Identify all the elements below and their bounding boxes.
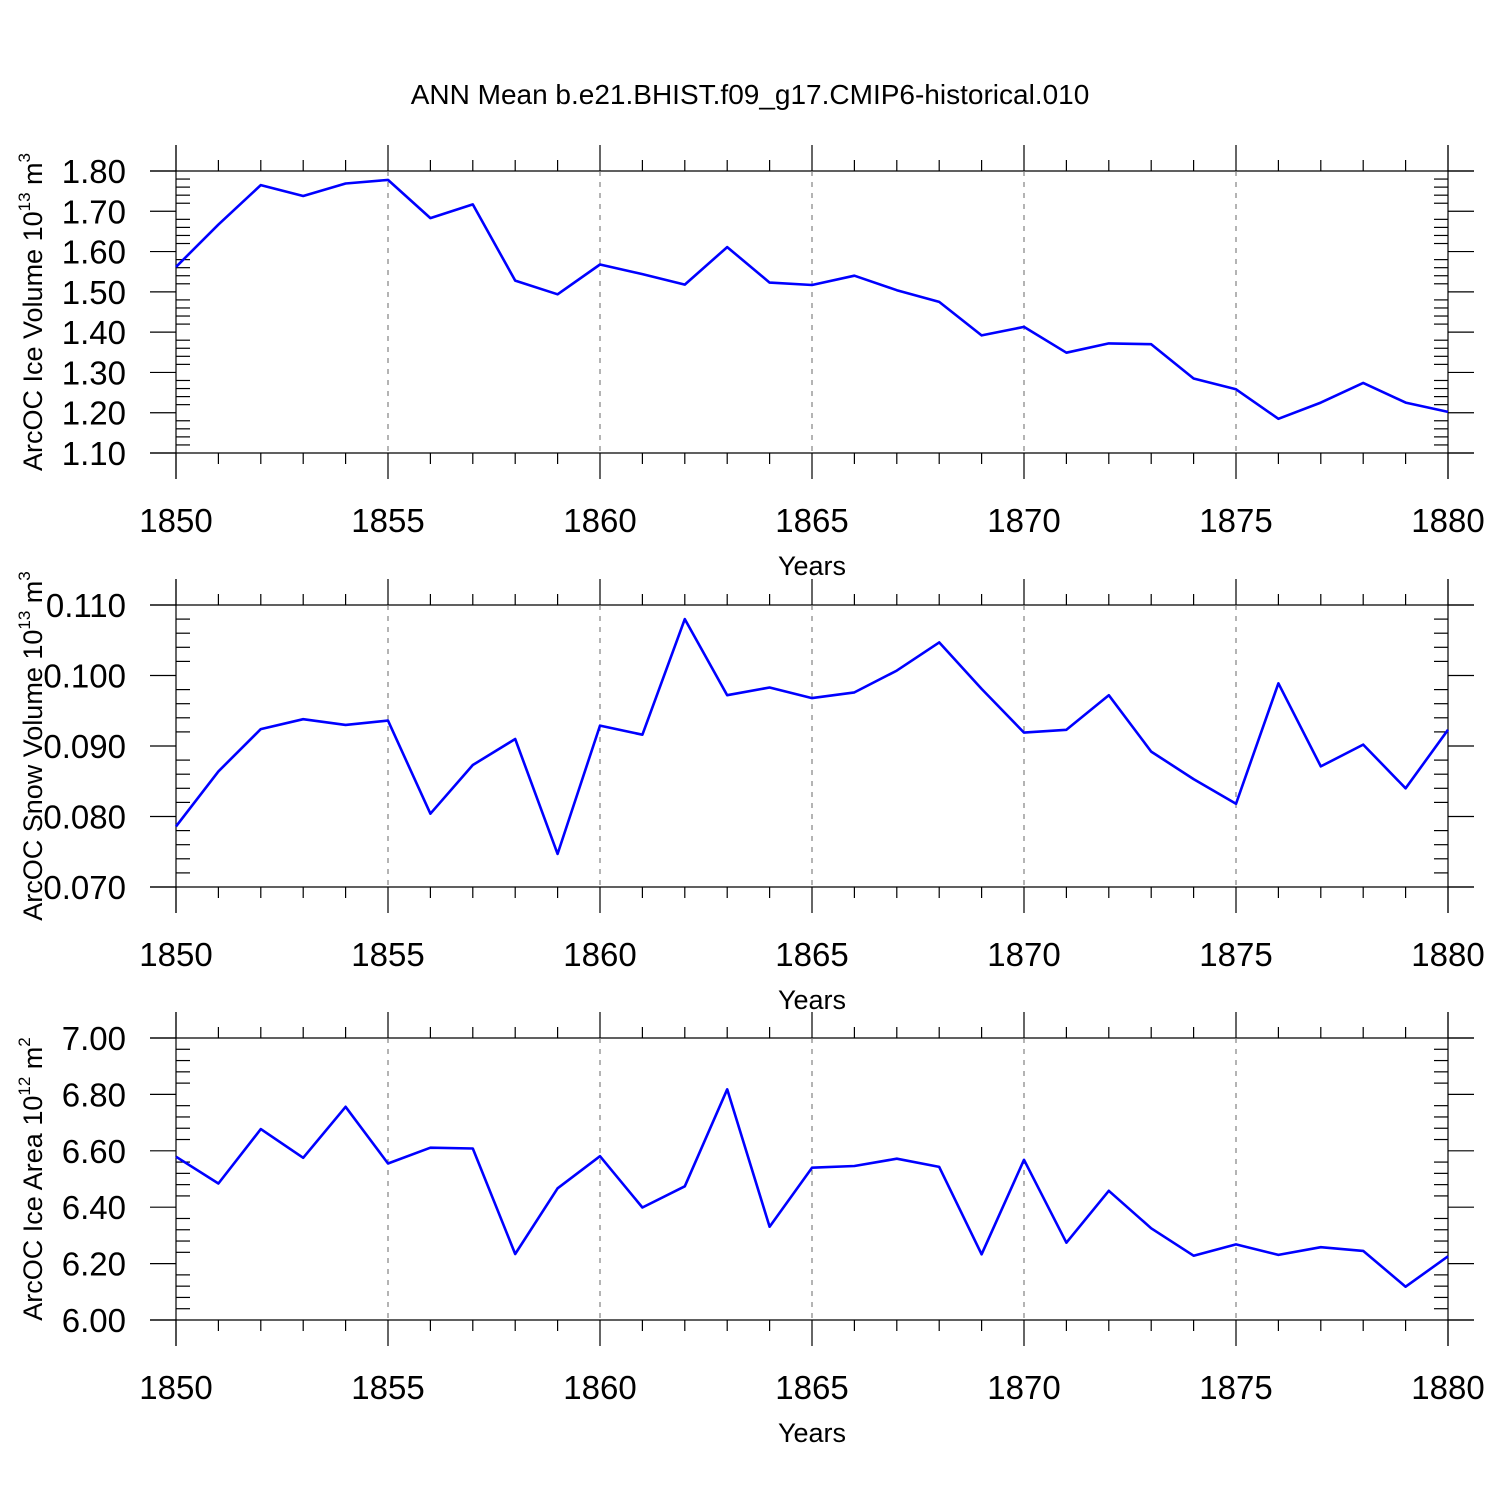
y-tick-label: 6.00 [62, 1302, 126, 1339]
y-axis-label-unit: m [18, 581, 48, 611]
y-axis-label: ArcOC Ice Area 1012 m2 [15, 1037, 48, 1321]
y-tick-label: 6.40 [62, 1189, 126, 1226]
x-tick-label: 1870 [987, 1369, 1060, 1406]
x-tick-label: 1880 [1411, 936, 1484, 973]
series-line [174, 617, 1450, 856]
x-tick-label: 1855 [351, 502, 424, 539]
x-tick-label: 1860 [563, 1369, 636, 1406]
y-axis-label-exp2: 2 [15, 1037, 34, 1046]
y-axis-label-unit: m [18, 162, 48, 192]
y-tick-label: 1.80 [62, 153, 126, 190]
y-tick-label: 6.60 [62, 1133, 126, 1170]
chart-panels: 1850 1855 1860 1865 1870 1875 1880 1.101.20 1.30… [15, 145, 1485, 1448]
y-axis-label-exp2: 3 [15, 571, 34, 580]
series-line [175, 178, 1449, 421]
y-tick-label: 1.60 [62, 234, 126, 271]
x-axis-label: Years [778, 1418, 846, 1448]
x-tick-label: 1855 [351, 936, 424, 973]
x-tick-label: 1875 [1199, 936, 1272, 973]
x-tick-label: 1850 [139, 502, 212, 539]
x-tick-label: 1870 [987, 502, 1060, 539]
y-tick-label: 0.100 [43, 658, 126, 695]
x-axis-label: Years [778, 985, 846, 1015]
y-axis-label-exp1: 12 [15, 1077, 34, 1096]
y-axis-label-exp2: 3 [15, 153, 34, 162]
y-tick-label: 1.70 [62, 193, 126, 230]
x-tick-label: 1850 [139, 1369, 212, 1406]
y-tick-label: 0.090 [43, 728, 126, 765]
y-axis-label-unit: m [18, 1047, 48, 1077]
y-tick-label: 0.110 [46, 587, 126, 624]
y-axis-label: ArcOC Snow Volume 1013 m3 [15, 571, 48, 921]
y-tick-label: 1.40 [62, 314, 126, 351]
y-axis-label-main: ArcOC Ice Area 10 [18, 1096, 48, 1321]
y-tick-label: 0.080 [43, 799, 126, 836]
x-tick-label: 1860 [563, 936, 636, 973]
x-tick-label: 1860 [563, 502, 636, 539]
y-tick-label: 1.10 [62, 435, 126, 472]
chart-panel-3: 1850 1855 1860 1865 1870 1875 1880 6.00 6.20 6.40… [15, 1012, 1485, 1448]
x-tick-label: 1865 [775, 936, 848, 973]
series-line [175, 1088, 1449, 1288]
y-axis-label-main: ArcOC Snow Volume 10 [18, 630, 48, 921]
x-tick-label: 1880 [1411, 502, 1484, 539]
y-tick-label: 6.80 [62, 1076, 126, 1113]
y-tick-label: 7.00 [62, 1020, 126, 1057]
x-tick-label: 1850 [139, 936, 212, 973]
chart-panel-1: 1850 1855 1860 1865 1870 1875 1880 1.101.20 1.30… [15, 145, 1485, 581]
x-tick-label: 1865 [775, 502, 848, 539]
y-axis-label-exp1: 13 [15, 192, 34, 211]
y-tick-label: 1.30 [62, 354, 126, 391]
y-axis-label-main: ArcOC Ice Volume 10 [18, 211, 48, 471]
x-tick-label: 1880 [1411, 1369, 1484, 1406]
y-axis-label: ArcOC Ice Volume 1013 m3 [15, 153, 48, 471]
y-tick-label: 1.50 [62, 274, 126, 311]
chart-panel-2: 1850 1855 1860 1865 1870 1875 1880 0.070 0.080 0.… [15, 571, 1485, 1015]
x-tick-label: 1870 [987, 936, 1060, 973]
x-tick-label: 1855 [351, 1369, 424, 1406]
y-tick-label: 6.20 [62, 1246, 126, 1283]
y-tick-label: 0.070 [43, 869, 126, 906]
x-tick-label: 1865 [775, 1369, 848, 1406]
x-axis-label: Years [778, 551, 846, 581]
chart-title: ANN Mean b.e21.BHIST.f09_g17.CMIP6-histo… [411, 79, 1090, 110]
x-tick-label: 1875 [1199, 1369, 1272, 1406]
x-tick-label: 1875 [1199, 502, 1272, 539]
y-axis-label-exp1: 13 [15, 611, 34, 630]
y-tick-label: 1.20 [62, 395, 126, 432]
